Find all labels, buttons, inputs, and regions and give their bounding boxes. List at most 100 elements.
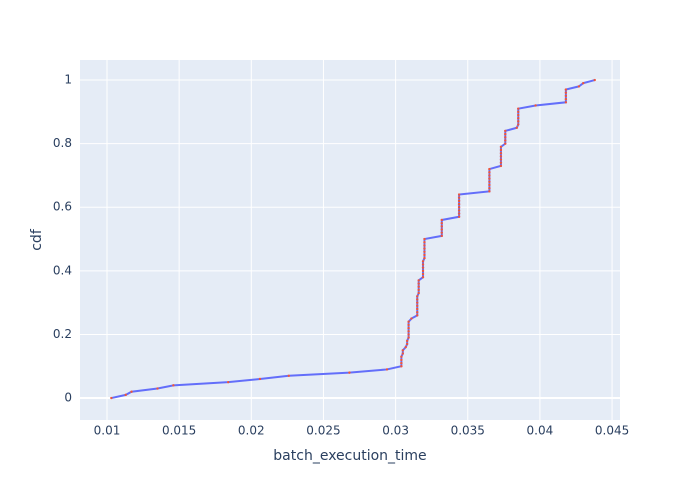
marker [423,244,426,247]
x-tick-label: 0.045 [595,424,629,438]
x-tick-label: 0.025 [306,424,340,438]
marker [534,104,537,107]
marker [504,136,507,139]
marker [488,180,491,184]
marker [423,247,426,250]
marker [457,212,461,215]
marker [421,269,425,273]
marker [488,177,491,180]
marker [488,186,491,190]
marker [457,202,461,206]
x-tick-label: 0.04 [527,424,554,438]
marker [440,234,443,238]
marker [407,320,410,323]
marker [400,365,403,368]
marker [504,129,507,133]
marker [577,85,581,88]
marker [499,145,503,149]
marker [421,263,425,266]
marker [499,164,503,168]
marker [227,380,230,384]
marker [440,225,443,228]
marker [504,142,507,145]
marker [404,345,407,349]
marker [440,221,443,225]
marker [423,256,426,260]
marker [407,336,410,339]
marker [417,279,420,282]
marker [400,361,403,365]
plot-area [80,60,620,420]
marker [499,155,503,158]
marker [517,107,520,110]
marker [287,374,291,377]
marker [416,304,419,308]
marker [421,260,425,263]
marker [407,326,410,330]
marker [410,317,413,320]
grid [80,60,620,420]
marker [488,183,491,187]
marker [515,126,519,129]
marker [457,193,461,196]
marker [407,323,410,327]
marker [421,266,425,269]
marker [348,371,351,374]
marker [401,349,405,352]
marker [416,310,419,314]
marker [405,339,409,343]
marker [417,282,420,285]
marker [517,123,520,126]
marker [457,199,461,203]
marker [423,241,426,244]
marker [405,342,409,346]
marker [504,139,507,142]
marker [499,151,503,155]
marker [564,97,568,101]
marker [582,82,585,85]
marker [499,158,503,161]
marker [385,368,389,371]
marker [517,120,520,123]
marker [416,307,419,311]
marks [110,78,596,400]
marker [172,384,175,387]
x-tick-label: 0.02 [238,424,265,438]
x-axis-title: batch_execution_time [273,448,426,464]
marker [423,250,426,253]
marker [488,190,491,193]
marker [417,288,420,292]
marker [124,393,127,397]
marker [517,116,520,120]
marker [517,110,520,114]
marker [416,314,419,317]
marker [400,355,403,358]
marker [401,352,405,355]
marker [417,291,420,295]
y-tick-label: 0 [64,391,72,405]
marker [407,330,410,333]
marker [417,285,420,288]
marker [457,215,461,218]
marker [156,387,159,390]
marker [488,167,491,171]
y-tick-label: 0.4 [53,263,72,277]
y-tick-label: 0.6 [53,200,72,214]
marker [423,237,426,241]
marker [440,218,443,222]
y-tick-label: 0.8 [53,136,72,150]
y-tick-label: 1 [64,73,72,87]
marker [457,209,461,212]
y-axis-title: cdf [29,228,45,251]
marker [110,396,113,400]
x-tick-label: 0.01 [94,424,121,438]
marker [440,231,443,234]
x-tick-label: 0.03 [382,424,409,438]
marker [457,196,461,199]
marker [130,390,133,393]
marker [400,358,403,362]
marker [440,228,443,231]
marker [258,377,262,381]
y-tick-label: 0.2 [53,327,72,341]
